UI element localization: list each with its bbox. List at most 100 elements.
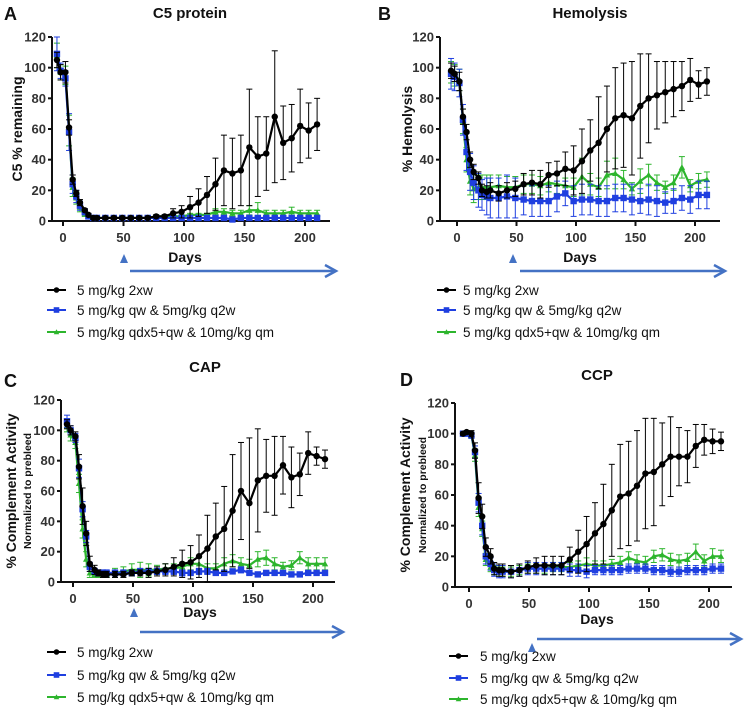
chart-title: CCP (581, 367, 613, 384)
data-point-triangle (279, 563, 287, 570)
panel-label: C (4, 371, 17, 391)
y-axis-label: % Complement Activity (397, 417, 413, 572)
data-point-circle (229, 507, 236, 514)
data-point-circle (703, 78, 711, 85)
data-point-circle (263, 150, 270, 157)
data-point-circle (111, 571, 119, 578)
x-tick-label: 0 (69, 591, 76, 606)
legend-entry: 5 mg/kg 2xw (463, 283, 539, 298)
legend-entry: 5 mg/kg qw & 5mg/kg q2w (480, 671, 639, 686)
y-tick-label: 0 (48, 575, 55, 590)
series-1 (459, 430, 725, 579)
legend-entry: 5 mg/kg qw & 5mg/kg q2w (77, 303, 236, 318)
y-tick-label: 0 (39, 214, 46, 229)
data-point-square (620, 194, 627, 202)
legend-entry: 5 mg/kg qw & 5mg/kg q2w (463, 303, 622, 318)
x-tick-label: 150 (638, 596, 660, 611)
x-tick-label: 50 (126, 591, 140, 606)
data-point-circle (709, 438, 716, 445)
data-point-triangle (254, 207, 262, 213)
data-point-circle (545, 171, 552, 179)
data-point-circle (212, 181, 219, 188)
data-point-square (53, 307, 60, 313)
data-point-circle (566, 556, 573, 563)
data-point-circle (62, 69, 69, 76)
series-line (55, 53, 318, 221)
data-point-circle (549, 562, 557, 569)
data-point-circle (152, 213, 160, 220)
y-tick-label: 120 (412, 30, 434, 45)
data-point-square (667, 568, 674, 575)
data-point-circle (459, 113, 467, 120)
y-tick-label: 40 (41, 514, 55, 529)
data-point-square (553, 193, 561, 200)
data-point-square (701, 566, 708, 574)
data-point-circle (456, 78, 463, 85)
data-point-circle (271, 472, 278, 480)
data-point-square (628, 196, 636, 203)
data-point-square (687, 196, 694, 203)
data-point-square (675, 568, 683, 575)
chart-title: Hemolysis (552, 5, 627, 22)
y-tick-label: 0 (427, 214, 434, 229)
legend-entry: 5 mg/kg qw & 5mg/kg q2w (77, 668, 236, 683)
data-point-square (578, 196, 586, 203)
data-point-triangle (237, 210, 245, 216)
data-point-square (305, 214, 312, 222)
data-point-circle (95, 569, 102, 577)
data-point-square (662, 199, 669, 206)
data-point-triangle (271, 210, 278, 216)
data-point-square (313, 214, 321, 222)
chart-panel-D: D CCP 0 20 40 60 80 100 120 0 50 100 150 200 Days % Com… (397, 367, 744, 707)
chart-panel-C: C CAP 0 20 40 60 80 100 120 0 50 100 150 200 Days % Com… (3, 359, 346, 705)
data-point-circle (468, 430, 475, 437)
data-point-circle (57, 69, 64, 76)
data-point-circle (628, 115, 636, 122)
data-point-square (520, 196, 527, 203)
data-point-triangle (305, 560, 312, 567)
data-point-square (617, 566, 624, 574)
data-point-triangle (659, 551, 666, 558)
data-point-circle (537, 181, 544, 188)
data-point-square (466, 168, 474, 176)
series-line (65, 425, 325, 576)
data-point-circle (491, 565, 498, 572)
data-point-circle (153, 568, 161, 575)
x-tick-label: 100 (173, 230, 195, 245)
arrow-head-icon (324, 263, 339, 279)
data-point-square (443, 307, 450, 313)
data-point-triangle (288, 208, 295, 215)
data-point-triangle (83, 556, 90, 562)
y-tick-label: 100 (33, 423, 55, 438)
data-point-circle (617, 493, 624, 500)
data-point-circle (72, 433, 79, 440)
data-point-circle (653, 92, 661, 99)
y-tick-label: 60 (41, 484, 55, 499)
legend-entry: 5 mg/kg 2xw (480, 649, 556, 664)
x-axis-label: Days (580, 611, 614, 627)
data-point-circle (296, 122, 304, 130)
data-point-circle (229, 170, 236, 177)
data-point-circle (263, 472, 270, 480)
y-tick-label: 20 (420, 183, 434, 198)
data-point-circle (67, 427, 74, 434)
data-point-triangle (455, 696, 462, 702)
data-point-square (246, 569, 253, 577)
data-point-triangle (220, 208, 228, 215)
data-point-circle (455, 653, 462, 659)
data-point-circle (692, 442, 699, 450)
data-point-triangle (313, 210, 321, 216)
arrow-head-icon (331, 624, 346, 640)
data-point-triangle (653, 179, 661, 186)
x-axis-label: Days (563, 249, 597, 265)
data-point-square (562, 190, 569, 197)
x-tick-label: 100 (565, 230, 587, 245)
data-point-circle (678, 82, 686, 90)
data-point-square (288, 214, 295, 222)
data-point-circle (53, 56, 61, 64)
data-point-circle (507, 568, 515, 575)
data-point-square (570, 197, 577, 205)
data-point-circle (296, 471, 303, 478)
series-line (66, 423, 326, 576)
